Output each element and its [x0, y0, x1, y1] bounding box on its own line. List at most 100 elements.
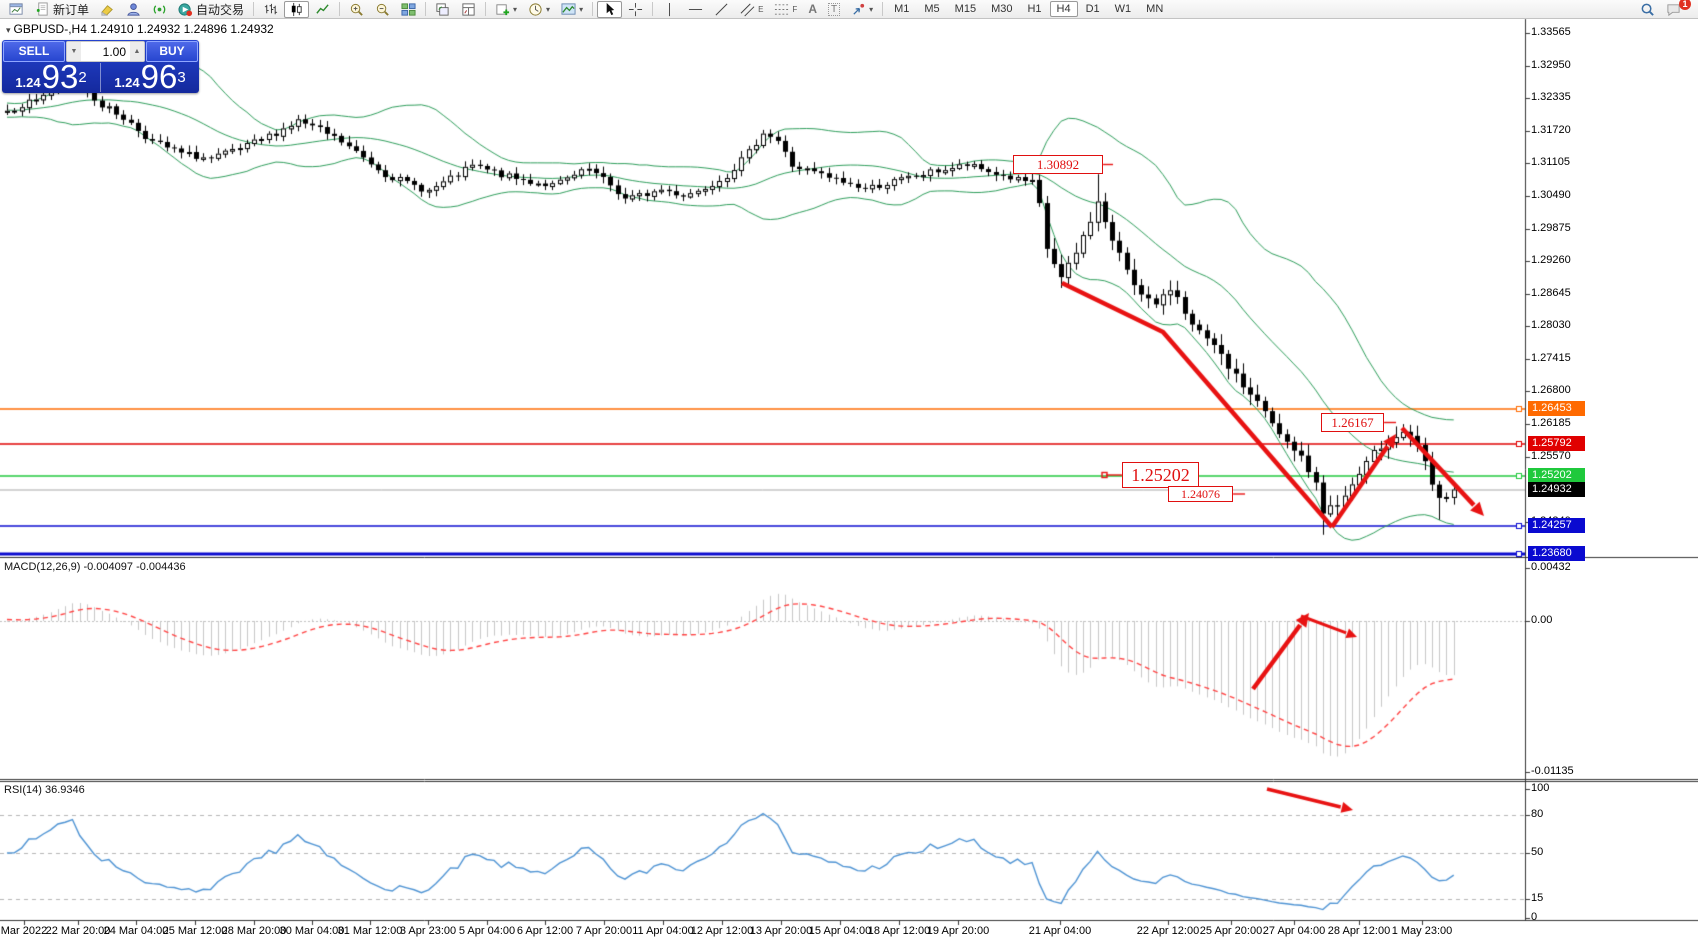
price-axis-tick-label: 1.26800: [1531, 384, 1571, 396]
price-axis-tick-label: 1.28030: [1531, 319, 1571, 331]
chat-button[interactable]: 1: [1661, 0, 1691, 18]
time-axis-label: 11 Apr 04:00: [632, 925, 694, 937]
cascade-windows-button[interactable]: [430, 1, 455, 18]
timeframe-m15-button[interactable]: M15: [954, 3, 977, 15]
timeframe-m1-button[interactable]: M1: [894, 3, 910, 15]
fibonacci-tool-button[interactable]: F: [769, 1, 802, 18]
time-axis-label: 19 Apr 20:00: [926, 925, 990, 937]
zoom-out-button[interactable]: [370, 1, 395, 18]
template-image-icon: [561, 2, 576, 17]
signal-button[interactable]: [147, 1, 172, 18]
vertical-line-icon: [662, 2, 677, 17]
buy-price-small: 1.24: [114, 75, 140, 90]
channel-tool-button[interactable]: E: [735, 1, 768, 18]
timeframe-w1-button[interactable]: W1: [1114, 3, 1132, 15]
price-tag-1-26453: 1.26453: [1528, 401, 1585, 416]
vertical-line-tool-button[interactable]: [657, 1, 682, 18]
new-order-label: 新订单: [53, 2, 90, 17]
dropdown-arrow-icon: ▾: [546, 4, 551, 14]
volume-value[interactable]: 1.00: [102, 45, 126, 59]
time-axis-label: 21 Apr 04:00: [1028, 925, 1092, 937]
new-order-button[interactable]: 新订单: [30, 1, 94, 18]
volume-increase-button[interactable]: ▲: [130, 42, 144, 61]
price-axis-tick-label: 1.28645: [1531, 287, 1571, 299]
tile-windows-button[interactable]: [396, 1, 421, 18]
time-axis-label: 15 Apr 04:00: [808, 925, 872, 937]
time-axis-label: 22 Mar 20:00: [45, 925, 111, 937]
tile-windows-icon: [401, 2, 416, 17]
candlestick-chart-button[interactable]: [284, 0, 310, 18]
timeframe-d1-button[interactable]: D1: [1085, 3, 1100, 15]
volume-decrease-button[interactable]: ▼: [67, 42, 81, 61]
arrow-objects-icon: [851, 2, 866, 17]
buy-button[interactable]: BUY: [146, 41, 198, 62]
horizontal-line-icon: [688, 2, 703, 17]
profile-icon: [126, 2, 141, 17]
rsi-indicator-label: RSI(14) 36.9346: [4, 784, 85, 796]
add-indicator-button[interactable]: ▾: [490, 1, 522, 18]
period-button[interactable]: ▾: [523, 1, 555, 18]
toolbar-separator: [485, 2, 487, 16]
price-axis-tick-label: 1.29875: [1531, 222, 1571, 234]
timeframe-h4-button[interactable]: H4: [1049, 1, 1078, 17]
price-axis-tick-label: 1.27415: [1531, 352, 1571, 364]
text-tool-label: A: [808, 2, 817, 16]
price-axis-tick-label: 1.26185: [1531, 417, 1571, 429]
profile-button[interactable]: [121, 1, 146, 18]
clock-icon: [528, 2, 543, 17]
toolbar-separator: [425, 2, 427, 16]
crosshair-tool-button[interactable]: [623, 1, 648, 18]
time-axis-label: 24 Mar 04:00: [103, 925, 169, 937]
timeframe-m5-button[interactable]: M5: [924, 3, 940, 15]
timeframe-m30-button[interactable]: M30: [991, 3, 1013, 15]
horizontal-line-tool-button[interactable]: [683, 1, 708, 18]
line-chart-button[interactable]: [310, 1, 335, 18]
bar-chart-button[interactable]: [258, 1, 283, 18]
text-label-tool-button[interactable]: T: [823, 1, 845, 18]
zoom-in-button[interactable]: [344, 1, 369, 18]
time-axis-label: 5 Apr 04:00: [458, 925, 516, 937]
sell-button[interactable]: SELL: [3, 41, 65, 62]
zoom-in-icon: [349, 2, 364, 17]
chart-window-button[interactable]: [4, 1, 29, 18]
time-axis-label: 7 Apr 20:00: [575, 925, 633, 937]
price-annotation-1-30892[interactable]: 1.30892: [1013, 155, 1103, 174]
timeframe-h1-button[interactable]: H1: [1027, 3, 1042, 15]
rsi-axis-tick-label: 50: [1531, 846, 1544, 858]
price-axis-tick-label: 1.30490: [1531, 189, 1571, 201]
rsi-axis-tick-label: 80: [1531, 808, 1544, 820]
arrange-windows-button[interactable]: [456, 1, 481, 18]
price-annotation-1-26167[interactable]: 1.26167: [1321, 413, 1384, 432]
time-axis-label: 25 Apr 20:00: [1199, 925, 1263, 937]
crosshair-icon: [628, 2, 643, 17]
template-button[interactable]: ▾: [556, 1, 588, 18]
time-axis-label: 6 Apr 12:00: [516, 925, 574, 937]
price-axis-tick-label: 1.33565: [1531, 26, 1571, 38]
macd-axis-tick-label: -0.01135: [1531, 765, 1574, 777]
text-tool-button[interactable]: A: [803, 1, 822, 18]
price-annotation-1-24076[interactable]: 1.24076: [1168, 486, 1233, 502]
auto-trading-label: 自动交易: [196, 2, 245, 17]
time-axis-label: 22 Apr 12:00: [1136, 925, 1200, 937]
time-axis-label: 31 Mar 12:00: [337, 925, 403, 937]
cursor-tool-button[interactable]: [597, 0, 623, 18]
auto-trading-button[interactable]: 自动交易: [173, 1, 249, 18]
sell-price-big: 93: [41, 58, 79, 95]
timeframe-mn-button[interactable]: MN: [1146, 3, 1164, 15]
buy-price[interactable]: 1.24 96 3: [101, 60, 199, 93]
toolbar-separator: [339, 2, 341, 16]
toolbar-separator: [882, 2, 884, 16]
price-axis-tick-label: 1.32335: [1531, 91, 1571, 103]
price-tag-1-23680: 1.23680: [1528, 546, 1585, 561]
price-annotation-1-25202[interactable]: 1.25202: [1122, 462, 1199, 488]
eraser-button[interactable]: [95, 1, 120, 18]
trendline-tool-button[interactable]: [709, 1, 734, 18]
time-axis-label: 30 Mar 04:00: [279, 925, 345, 937]
sell-price[interactable]: 1.24 93 2: [2, 58, 101, 95]
zoom-out-icon: [375, 2, 390, 17]
search-button[interactable]: [1635, 1, 1660, 18]
arrows-tool-button[interactable]: ▾: [846, 1, 878, 18]
